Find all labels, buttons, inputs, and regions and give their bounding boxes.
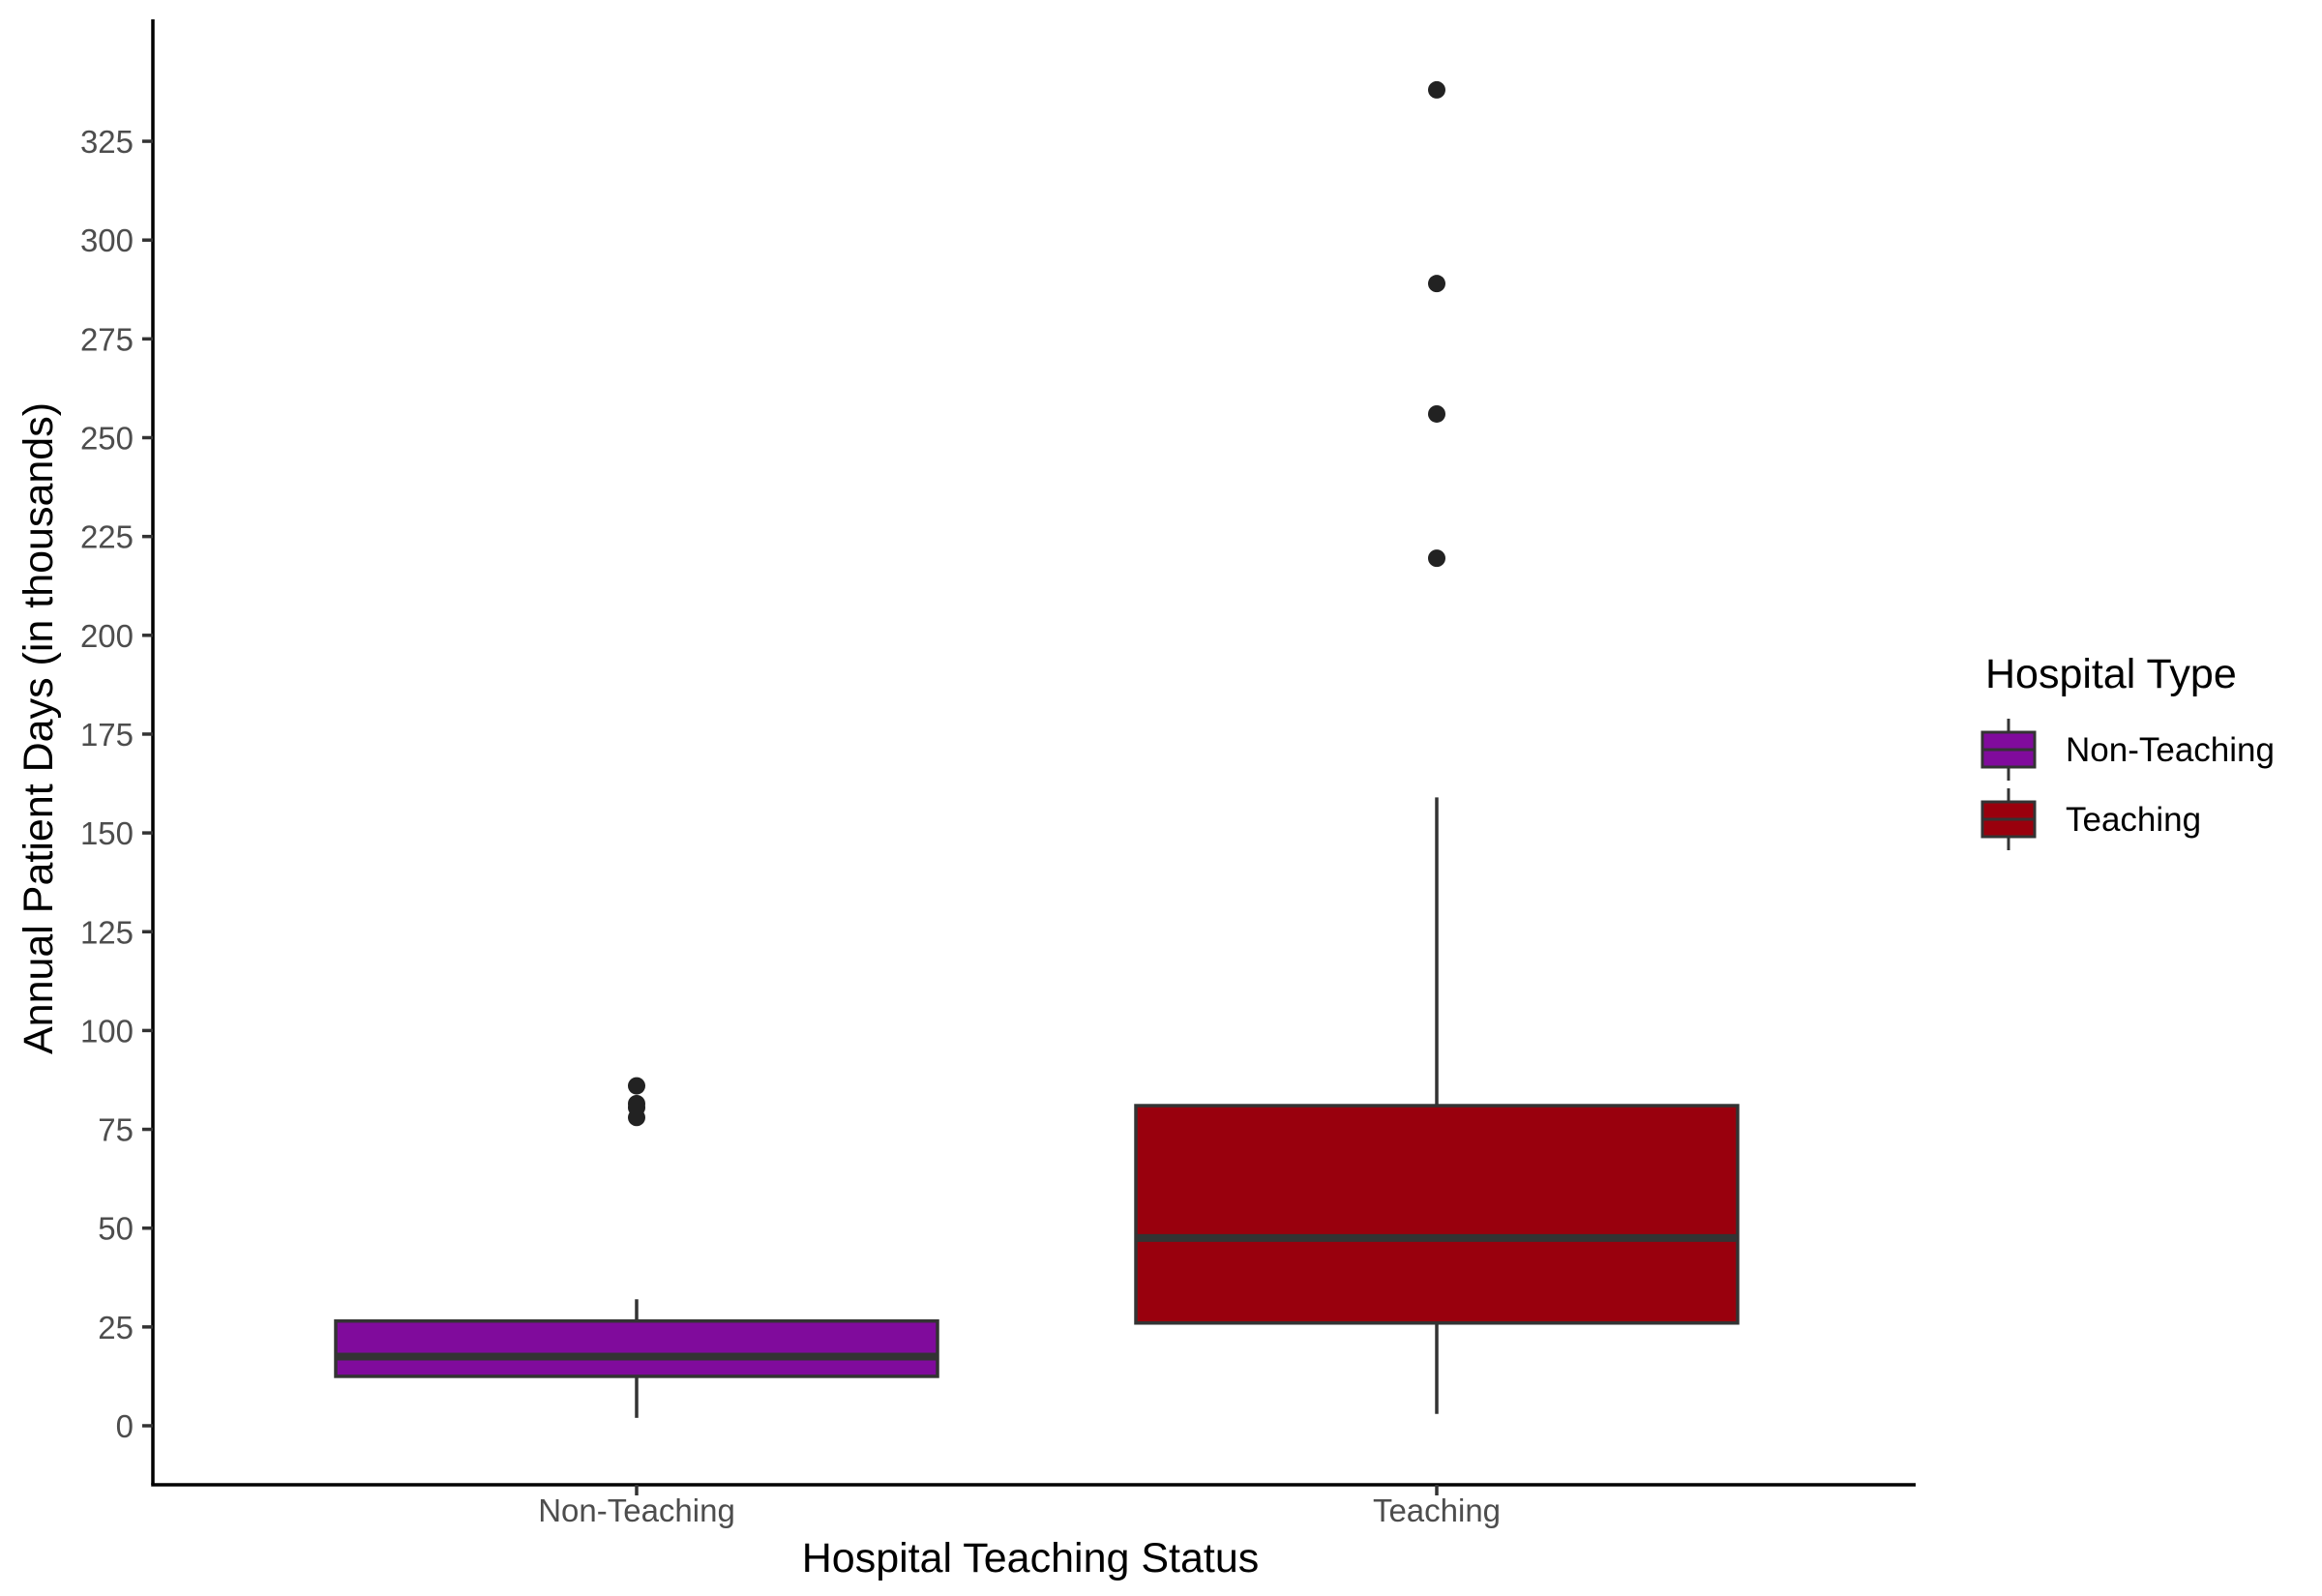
- y-tick-label: 325: [80, 124, 134, 160]
- outlier-point: [628, 1094, 645, 1112]
- outlier-point: [1428, 80, 1445, 99]
- x-axis-title: Hospital Teaching Status: [802, 1535, 1260, 1581]
- y-tick-label: 25: [98, 1310, 134, 1345]
- iqr-box: [334, 1318, 939, 1378]
- outlier-point: [1428, 549, 1445, 568]
- iqr-box: [1134, 1104, 1740, 1325]
- y-tick-label: 275: [80, 321, 134, 357]
- legend: Hospital Type Non-Teaching Teaching: [1980, 651, 2275, 850]
- x-tick-label: Teaching: [1373, 1493, 1501, 1528]
- box-non-teaching: [334, 1077, 939, 1418]
- y-tick-label: 75: [98, 1112, 134, 1148]
- y-tick-label: 0: [116, 1408, 134, 1444]
- y-axis-title: Annual Patient Days (in thousands): [15, 402, 62, 1054]
- y-tick-label: 125: [80, 914, 134, 950]
- y-tick-label: 300: [80, 222, 134, 258]
- box-teaching: [1134, 80, 1740, 1414]
- outlier-point: [628, 1077, 645, 1095]
- axes: 0 25 50 75 100 125 150 175 200 225 250 275 300 325 Non…: [80, 19, 1916, 1528]
- outlier-point: [1428, 275, 1445, 293]
- legend-item-teaching: Teaching: [1980, 788, 2201, 850]
- y-tick-label: 200: [80, 618, 134, 654]
- legend-label: Non-Teaching: [2066, 731, 2275, 769]
- y-tick-label: 50: [98, 1211, 134, 1247]
- outlier-point: [1428, 404, 1445, 423]
- y-tick-label: 150: [80, 815, 134, 851]
- legend-title: Hospital Type: [1985, 651, 2237, 697]
- y-tick-label: 100: [80, 1013, 134, 1049]
- x-tick-label: Non-Teaching: [538, 1493, 735, 1528]
- legend-label: Teaching: [2066, 801, 2201, 839]
- plot-area: [334, 80, 1740, 1418]
- y-tick-label: 250: [80, 421, 134, 457]
- y-tick-label: 225: [80, 519, 134, 555]
- y-tick-label: 175: [80, 717, 134, 753]
- legend-item-non-teaching: Non-Teaching: [1980, 719, 2275, 781]
